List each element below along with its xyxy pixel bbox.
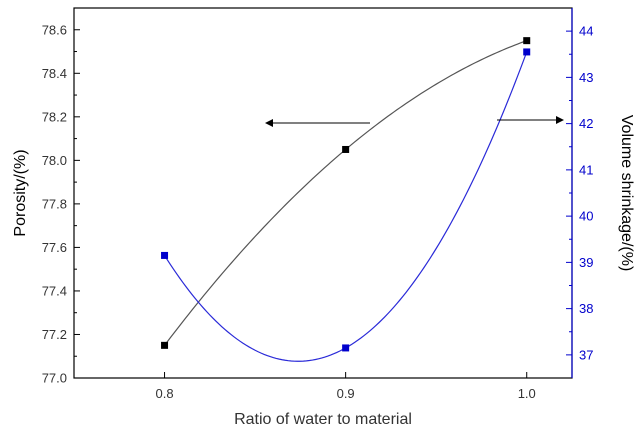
- x-axis: 0.8 0.9 1.0: [156, 372, 536, 401]
- right-y-tick-label: 37: [579, 347, 593, 362]
- left-y-tick-label: 77.6: [42, 240, 67, 255]
- annotation-layer: [265, 116, 564, 127]
- right-y-tick-label: 40: [579, 209, 593, 224]
- right-y-axis: 37 38 39 40 41 42 43 44: [566, 8, 593, 378]
- left-y-tick-label: 78.2: [42, 109, 67, 124]
- plot-frame: [73, 7, 573, 379]
- x-tick-label: 1.0: [518, 386, 536, 401]
- right-y-tick-label: 42: [579, 116, 593, 131]
- data-point-right: [161, 251, 169, 259]
- right-y-tick-label: 38: [579, 301, 593, 316]
- series-line-right: [164, 51, 528, 362]
- data-point-left: [161, 341, 169, 349]
- x-axis-title: Ratio of water to material: [234, 411, 412, 428]
- x-tick-label: 0.8: [156, 386, 174, 401]
- right-y-axis-title: Volume shrinkage/(%): [618, 115, 635, 272]
- data-point-right: [523, 48, 531, 56]
- left-y-tick-label: 77.8: [42, 196, 67, 211]
- data-point-left: [523, 37, 531, 45]
- left-y-tick-label: 78.4: [42, 66, 67, 81]
- data-point-right: [342, 344, 350, 352]
- left-y-tick-label: 78.6: [42, 22, 67, 37]
- series-line-left: [164, 40, 527, 346]
- left-y-tick-label: 77.4: [42, 283, 67, 298]
- right-y-tick-label: 41: [579, 162, 593, 177]
- left-y-axis: 77.0 77.2 77.4 77.6 77.8 78.0 78.2 78.4 78.6: [42, 22, 80, 386]
- x-tick-label: 0.9: [337, 386, 355, 401]
- left-y-tick-label: 78.0: [42, 153, 67, 168]
- left-y-tick-label: 77.0: [42, 371, 67, 386]
- right-y-tick-label: 44: [579, 24, 593, 39]
- left-y-tick-label: 77.2: [42, 327, 67, 342]
- left-y-axis-title: Porosity/(%): [12, 149, 29, 236]
- right-y-tick-label: 43: [579, 70, 593, 85]
- right-y-tick-label: 39: [579, 255, 593, 270]
- series-layer: [161, 37, 531, 362]
- data-point-left: [342, 145, 350, 153]
